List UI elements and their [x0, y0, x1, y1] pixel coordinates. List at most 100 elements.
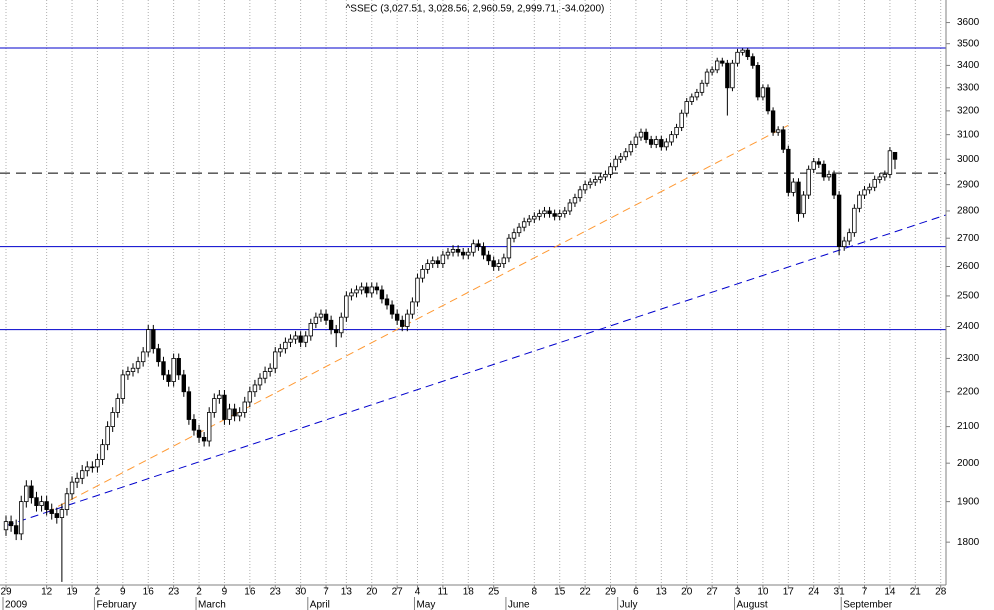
- x-tick-label: 28: [935, 587, 947, 598]
- candle-body: [90, 466, 95, 469]
- candle-body: [613, 158, 618, 168]
- candle-body: [257, 377, 263, 386]
- candle-body: [588, 181, 593, 186]
- y-tick-label: 3100: [957, 129, 980, 140]
- candle-body: [887, 150, 893, 175]
- candle-body: [618, 156, 623, 160]
- trend-line: [46, 124, 789, 513]
- trend-line: [5, 214, 946, 527]
- y-tick-label: 3400: [957, 60, 980, 71]
- candle-body: [811, 161, 816, 170]
- candle-body: [806, 168, 811, 196]
- candle-body: [892, 151, 898, 160]
- candle-body: [354, 289, 359, 294]
- candle-body: [278, 348, 283, 353]
- y-tick-label: 3200: [957, 105, 980, 116]
- candle-body: [120, 374, 126, 399]
- candle-body: [110, 412, 115, 428]
- candle-body: [125, 371, 131, 376]
- candle-body: [288, 338, 293, 343]
- candle-body: [105, 426, 110, 446]
- candle-body: [684, 101, 689, 114]
- y-tick-label: 2200: [957, 386, 980, 397]
- candle-body: [521, 221, 527, 228]
- candle-body: [704, 71, 710, 84]
- candle-body: [24, 485, 29, 503]
- candle-body: [679, 112, 684, 128]
- candle-body: [308, 322, 313, 337]
- month-label: February: [96, 600, 136, 610]
- x-tick-label: 7: [323, 587, 329, 598]
- candle-body: [405, 313, 410, 327]
- candle-body: [689, 96, 694, 102]
- candle-body: [181, 374, 186, 393]
- candle-body: [552, 213, 557, 217]
- chart-title: ^SSEC (3,027.51, 3,028.56, 2,960.59, 2,9…: [346, 4, 605, 15]
- candle-body: [74, 477, 80, 483]
- candle-body: [389, 304, 395, 315]
- candle-body: [755, 65, 761, 98]
- x-tick-label: 20: [366, 587, 378, 598]
- candle-body: [206, 412, 212, 442]
- x-tick-label: 2: [95, 587, 101, 598]
- month-label: June: [508, 600, 530, 610]
- candle-body: [146, 329, 151, 353]
- candle-body: [85, 466, 90, 472]
- candle-body: [333, 329, 339, 334]
- x-tick-label: 15: [554, 587, 566, 598]
- candle-body: [643, 131, 649, 140]
- candle-body: [115, 398, 120, 413]
- candle-body: [847, 232, 852, 242]
- candle-body: [460, 251, 466, 256]
- candle-body: [379, 289, 385, 300]
- candle-body: [29, 485, 34, 499]
- candle-body: [730, 62, 735, 89]
- candle-body: [648, 139, 654, 145]
- candle-body: [633, 136, 639, 145]
- candle-body: [791, 181, 796, 193]
- candle-body: [69, 481, 75, 495]
- y-tick-label: 3600: [957, 17, 980, 28]
- x-tick-label: 8: [532, 587, 538, 598]
- candle-body: [100, 444, 105, 460]
- x-tick-label: 7: [862, 587, 868, 598]
- candle-body: [801, 194, 806, 215]
- x-tick-label: 16: [143, 587, 155, 598]
- candle-body: [410, 301, 415, 315]
- candle-body: [369, 286, 374, 294]
- candle-body: [781, 129, 786, 150]
- y-tick-label: 1800: [957, 537, 980, 548]
- candle-body: [557, 213, 562, 217]
- candle-body: [694, 91, 700, 98]
- candle-body: [156, 348, 161, 363]
- month-label: April: [310, 600, 330, 610]
- candle-body: [598, 176, 603, 180]
- x-tick-label: 14: [884, 587, 896, 598]
- candle-body: [384, 298, 390, 306]
- candle-body: [765, 87, 771, 112]
- candle-body: [39, 501, 44, 506]
- candle-body: [201, 436, 207, 442]
- candle-body: [212, 398, 217, 413]
- y-tick-label: 3300: [957, 82, 980, 93]
- candle-body: [140, 351, 146, 363]
- candle-body: [247, 391, 253, 403]
- candle-body: [857, 194, 862, 209]
- candle-body: [537, 213, 542, 217]
- candle-body: [349, 292, 354, 297]
- candle-body: [725, 62, 730, 89]
- y-tick-label: 2300: [957, 353, 980, 364]
- x-tick-label: 10: [757, 587, 769, 598]
- candle-body: [242, 401, 247, 413]
- candle-body: [842, 240, 847, 247]
- candle-body: [237, 412, 242, 417]
- candle-body: [95, 459, 100, 468]
- x-tick-label: 21: [910, 587, 922, 598]
- x-tick-label: 9: [222, 587, 228, 598]
- y-tick-label: 2000: [957, 458, 980, 469]
- y-tick-label: 3500: [957, 38, 980, 49]
- candle-body: [709, 69, 715, 73]
- candle-body: [826, 173, 832, 178]
- candle-body: [161, 361, 166, 376]
